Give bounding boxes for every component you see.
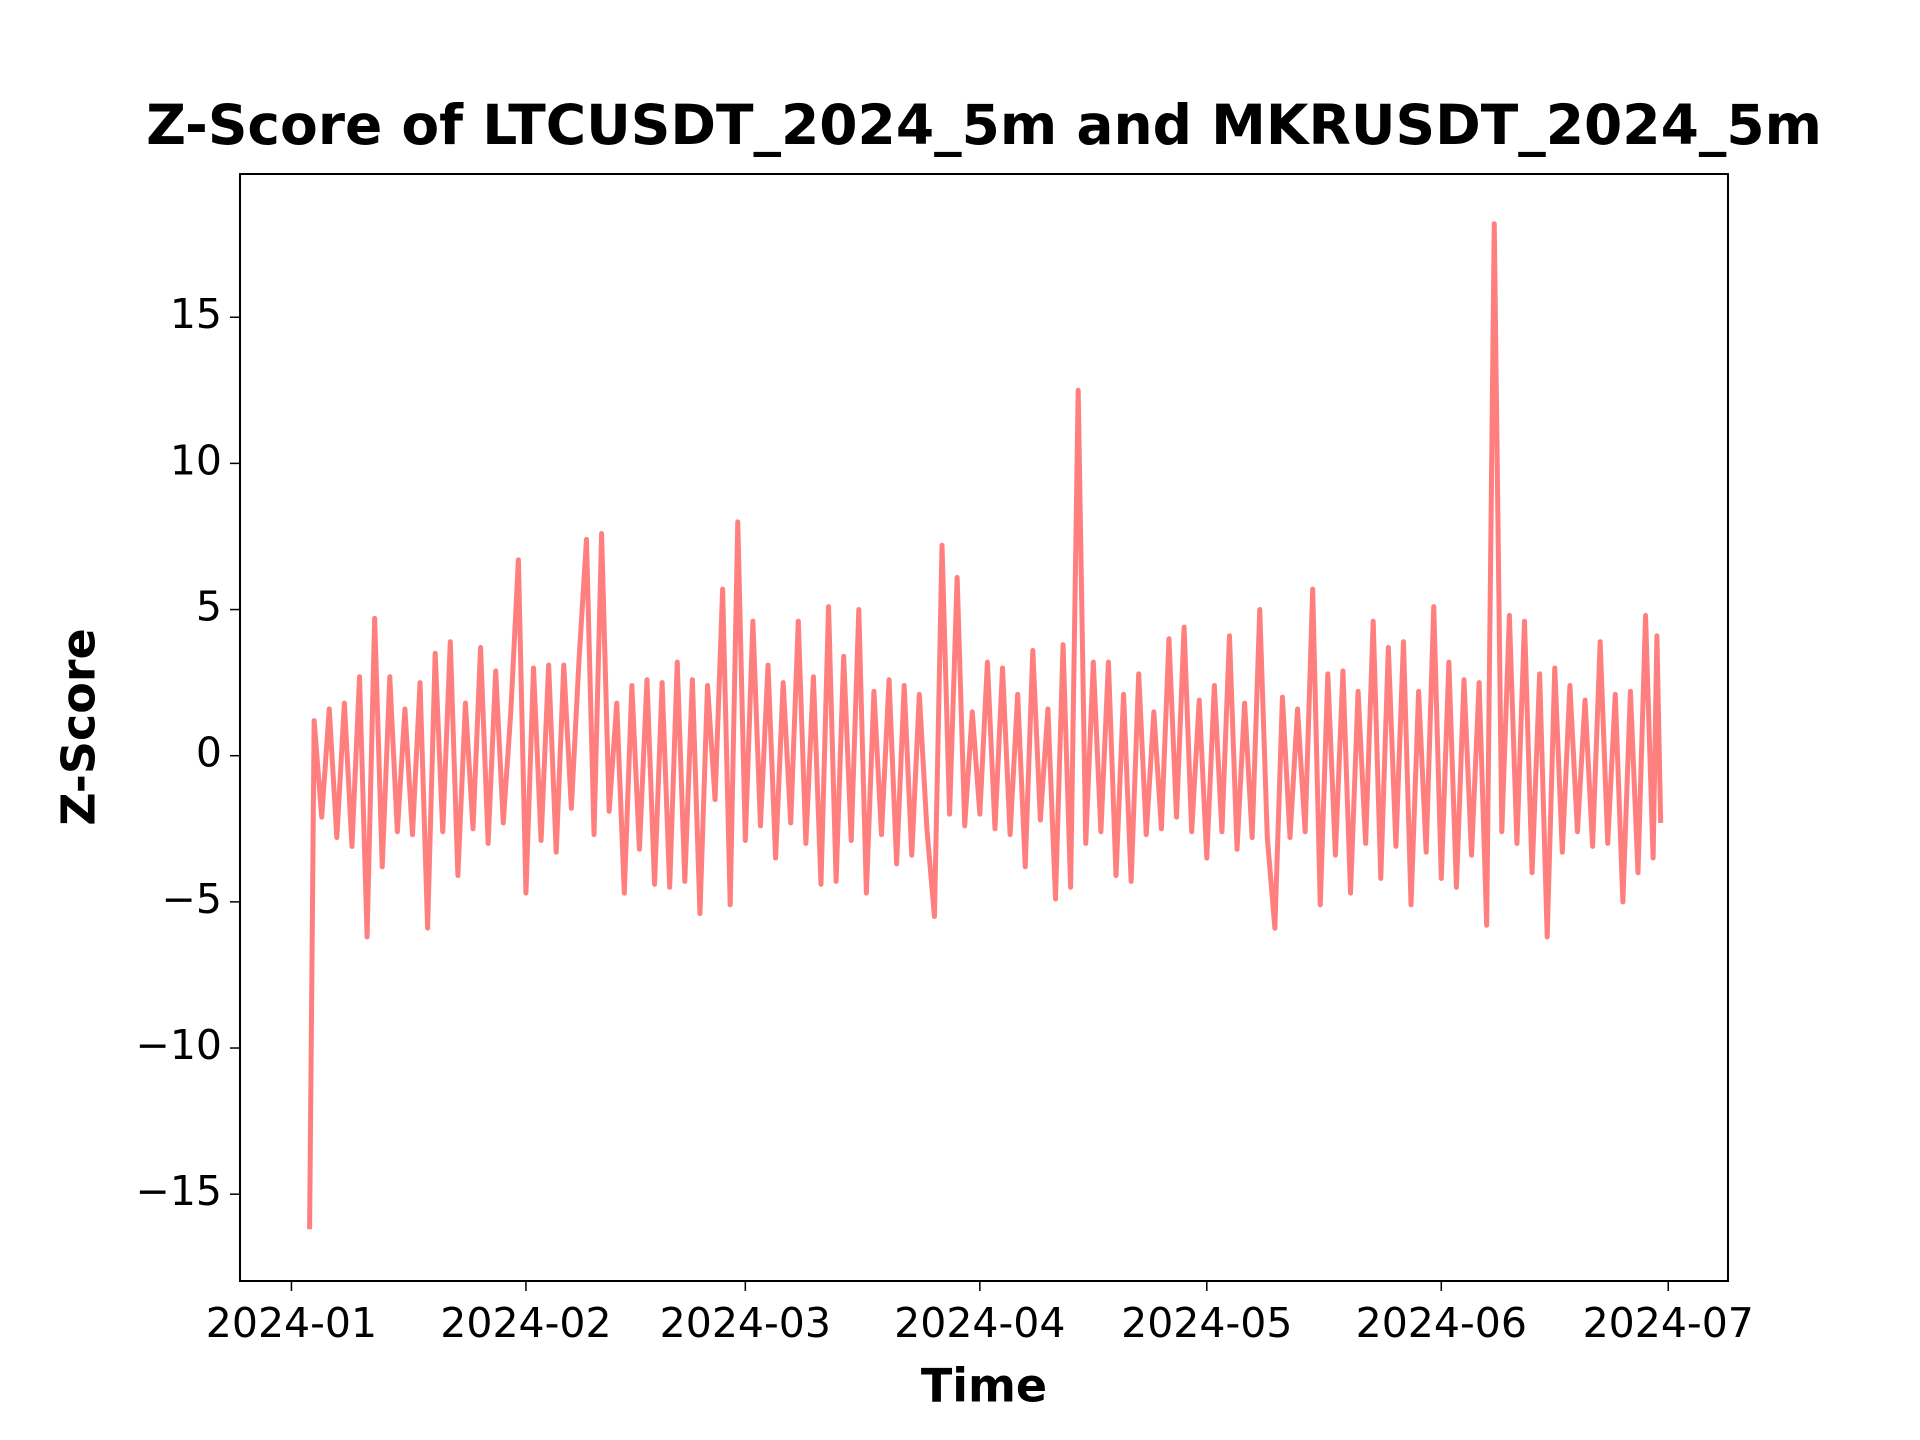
y-tick-label: 10: [170, 436, 222, 484]
plot-frame: [239, 173, 1729, 1282]
x-tick-label: 2024-02: [440, 1299, 611, 1347]
data-line: [307, 221, 1664, 1230]
x-tick-label: 2024-04: [894, 1299, 1065, 1347]
y-tick-label: −15: [135, 1167, 222, 1215]
x-tick-label: 2024-01: [206, 1299, 377, 1347]
y-axis-label: Z-Score: [52, 628, 106, 826]
y-tick-label: 5: [196, 583, 222, 631]
chart-title: Z-Score of LTCUSDT_2024_5m and MKRUSDT_2…: [146, 93, 1822, 157]
y-tick-label: 15: [170, 290, 222, 338]
x-tick-label: 2024-05: [1121, 1299, 1292, 1347]
y-tick-label: −10: [135, 1021, 222, 1069]
x-axis-label: Time: [921, 1359, 1047, 1413]
x-tick-label: 2024-06: [1356, 1299, 1527, 1347]
y-tick-label: 0: [196, 729, 222, 777]
x-tick-label: 2024-07: [1583, 1299, 1754, 1347]
x-tick-label: 2024-03: [660, 1299, 831, 1347]
y-tick-label: −5: [162, 875, 222, 923]
